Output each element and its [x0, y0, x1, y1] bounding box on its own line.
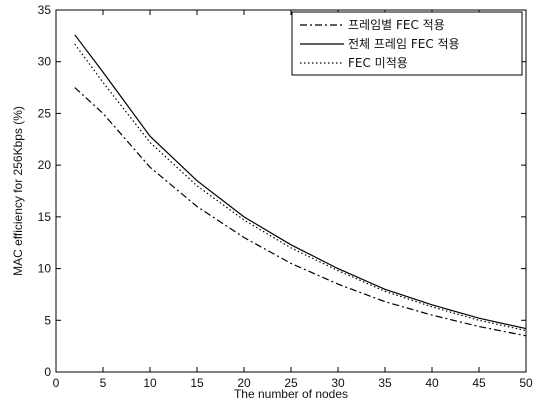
x-axis-title: The number of nodes — [234, 387, 348, 401]
y-tick-label: 35 — [38, 3, 52, 17]
x-tick-label: 50 — [519, 376, 533, 390]
legend-label: 프레임별 FEC 적용 — [348, 18, 445, 32]
x-tick-label: 45 — [472, 376, 486, 390]
y-tick-label: 15 — [38, 210, 52, 224]
y-tick-label: 5 — [44, 313, 51, 327]
y-tick-label: 20 — [38, 158, 52, 172]
legend-label: 전체 프레임 FEC 적용 — [348, 37, 460, 51]
y-axis-title: MAC efficiency for 256Kbps (%) — [11, 106, 25, 276]
legend-label: FEC 미적용 — [348, 56, 408, 70]
x-tick-label: 20 — [237, 376, 251, 390]
series-layer — [74, 34, 527, 337]
series-line-3 — [74, 43, 527, 332]
series-line-1 — [74, 87, 527, 337]
y-tick-label: 0 — [44, 365, 51, 379]
y-tick-label: 10 — [38, 262, 52, 276]
x-tick-label: 15 — [190, 376, 204, 390]
x-tick-label: 10 — [143, 376, 157, 390]
x-tick-label: 30 — [331, 376, 345, 390]
axes-layer: 0 5 10 15 20 25 30 35 40 45 50 0 5 10 15 20 25 30 35 — [38, 3, 533, 390]
x-tick-label: 0 — [53, 376, 60, 390]
y-tick-label: 30 — [38, 55, 52, 69]
x-tick-label: 40 — [425, 376, 439, 390]
x-tick-label: 25 — [284, 376, 298, 390]
x-tick-label: 35 — [378, 376, 392, 390]
x-tick-label: 5 — [100, 376, 107, 390]
y-tick-label: 25 — [38, 106, 52, 120]
series-line-2 — [74, 34, 527, 330]
